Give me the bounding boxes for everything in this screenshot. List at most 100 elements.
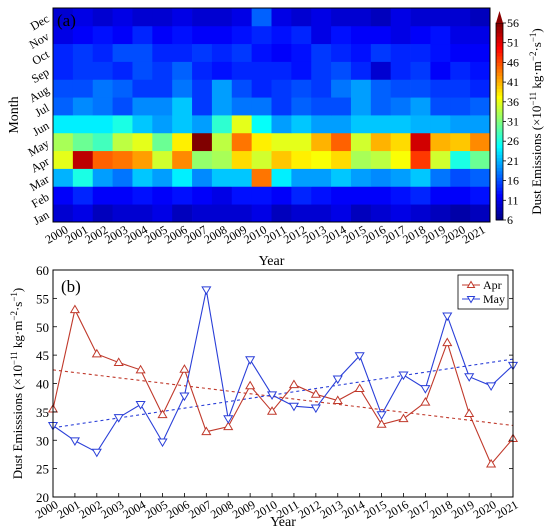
legend-marker-may — [466, 296, 476, 304]
heatmap-cell — [311, 204, 332, 223]
heatmap-cell — [211, 186, 233, 205]
heatmap-cell — [331, 204, 352, 223]
heatmap-cell — [331, 8, 352, 27]
heatmap-cell — [172, 25, 193, 45]
colorbar-segment — [496, 170, 503, 175]
heatmap-x-tick-labels: 2000200120022003200420052006200720082009… — [43, 222, 488, 246]
heatmap-cell — [112, 43, 133, 62]
heatmap-cell — [72, 79, 94, 98]
heatmap-cell — [72, 97, 94, 116]
series-marker-apr — [201, 426, 212, 436]
heatmap-cell — [291, 186, 312, 205]
series-marker-may — [135, 401, 146, 410]
line-frame — [52, 269, 514, 498]
heatmap-cell — [231, 150, 253, 169]
heatmap-cell — [470, 25, 491, 45]
heatmap-cell — [390, 97, 411, 116]
heatmap-cell — [311, 115, 332, 134]
colorbar-segment — [496, 190, 503, 195]
series-marker-apr — [376, 419, 387, 428]
heatmap-cell — [72, 43, 94, 62]
heatmap-cell — [390, 43, 411, 62]
heatmap-cell — [231, 97, 253, 116]
series-marker-may — [310, 404, 321, 414]
heatmap-cell — [112, 186, 133, 205]
heatmap-cell — [92, 61, 113, 80]
heatmap-cell — [53, 61, 74, 80]
heatmap-cell — [271, 132, 292, 152]
heatmap-x-axis-label: Year — [259, 254, 285, 269]
heatmap-cell — [331, 97, 352, 116]
series-marker-may — [179, 392, 190, 402]
heatmap-cell — [112, 25, 133, 45]
heatmap-cell — [172, 8, 193, 27]
colorbar-segment — [496, 131, 503, 136]
colorbar-segment — [496, 29, 503, 34]
heatmap-cell — [92, 25, 113, 45]
series-marker-apr — [245, 380, 256, 390]
heatmap-cell — [350, 61, 372, 80]
heatmap-cell — [152, 186, 173, 205]
heatmap-cell — [132, 79, 153, 98]
heatmap-cell — [430, 61, 451, 80]
heatmap-cell — [72, 132, 94, 152]
heatmap-y-tick-label: Aug — [27, 83, 52, 105]
heatmap-cell — [132, 204, 153, 223]
heatmap-cell — [211, 61, 233, 80]
series-marker-may — [332, 375, 343, 385]
series-marker-apr — [157, 409, 168, 419]
heatmap-cell — [271, 61, 292, 80]
heatmap-cell — [390, 132, 411, 152]
colorbar-segment — [496, 105, 503, 109]
heatmap-cell — [430, 150, 451, 169]
colorbar-segment — [496, 157, 503, 162]
heatmap-cell — [152, 168, 173, 187]
heatmap-cell — [450, 150, 471, 169]
series-marker-apr — [288, 379, 300, 389]
heatmap-cell — [172, 186, 193, 205]
heatmap-cell — [192, 168, 213, 187]
colorbar-extend-arrow — [496, 11, 503, 23]
trend-lines — [52, 358, 514, 429]
heatmap-cell — [430, 186, 451, 205]
colorbar-segment — [496, 141, 503, 145]
colorbar-segment — [496, 213, 503, 218]
heatmap-cell — [331, 25, 352, 45]
heatmap-cell — [132, 132, 153, 152]
heatmap-cell — [211, 204, 233, 223]
heatmap-cell — [53, 168, 74, 187]
heatmap-cell — [112, 204, 133, 223]
series-marker-may — [354, 352, 365, 361]
legend-box — [457, 274, 509, 310]
colorbar-segment — [496, 114, 503, 119]
colorbar-segment — [496, 187, 503, 191]
heatmap-cell — [271, 43, 292, 62]
heatmap-cell — [192, 8, 213, 27]
heatmap-cell — [350, 132, 372, 152]
heatmap-x-tick-label: 2021 — [460, 222, 488, 246]
heatmap-cell — [172, 97, 193, 116]
heatmap-cell — [231, 25, 253, 45]
heatmap-cell — [331, 115, 352, 134]
heatmap-cell — [271, 25, 292, 45]
heatmap-cell — [430, 132, 451, 152]
heatmap-cell — [291, 25, 312, 45]
heatmap-cell — [271, 186, 292, 205]
colorbar-segment — [496, 88, 503, 93]
colorbar-tick-label: 31 — [507, 115, 519, 129]
colorbar-segment — [496, 164, 503, 168]
heatmap-cell — [390, 204, 411, 223]
series-marker-apr — [442, 337, 453, 347]
heatmap-cell — [92, 115, 113, 134]
heatmap-y-tick-label: Dec — [28, 11, 52, 33]
series-marker-apr — [135, 364, 146, 374]
series-marker-may — [442, 312, 453, 322]
heatmap-cell — [251, 150, 272, 169]
heatmap-cell — [231, 8, 253, 27]
heatmap-cell — [251, 204, 272, 223]
heatmap-cell — [152, 61, 173, 80]
heatmap-cell — [450, 186, 471, 205]
heatmap-cell — [291, 97, 312, 116]
heatmap-cell — [172, 150, 193, 169]
heatmap-cell — [370, 150, 392, 169]
